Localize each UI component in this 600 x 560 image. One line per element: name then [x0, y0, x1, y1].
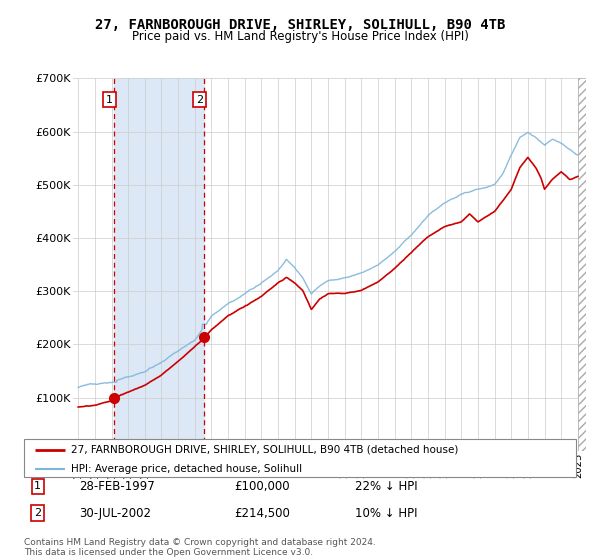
Text: 22% ↓ HPI: 22% ↓ HPI [355, 480, 418, 493]
Text: 10% ↓ HPI: 10% ↓ HPI [355, 507, 418, 520]
Text: 1: 1 [34, 481, 41, 491]
Text: 28-FEB-1997: 28-FEB-1997 [79, 480, 155, 493]
Text: 2: 2 [196, 95, 203, 105]
Text: £214,500: £214,500 [234, 507, 290, 520]
Text: 1: 1 [106, 95, 113, 105]
Text: 30-JUL-2002: 30-JUL-2002 [79, 507, 151, 520]
Text: Price paid vs. HM Land Registry's House Price Index (HPI): Price paid vs. HM Land Registry's House … [131, 30, 469, 43]
Text: £100,000: £100,000 [234, 480, 289, 493]
Text: 27, FARNBOROUGH DRIVE, SHIRLEY, SOLIHULL, B90 4TB (detached house): 27, FARNBOROUGH DRIVE, SHIRLEY, SOLIHULL… [71, 445, 458, 455]
FancyBboxPatch shape [24, 439, 576, 477]
Bar [114, 78, 205, 451]
Text: 2: 2 [34, 508, 41, 518]
Bar [578, 78, 586, 451]
Bar [578, 78, 586, 451]
Text: HPI: Average price, detached house, Solihull: HPI: Average price, detached house, Soli… [71, 464, 302, 474]
Text: Contains HM Land Registry data © Crown copyright and database right 2024.
This d: Contains HM Land Registry data © Crown c… [24, 538, 376, 557]
Text: 27, FARNBOROUGH DRIVE, SHIRLEY, SOLIHULL, B90 4TB: 27, FARNBOROUGH DRIVE, SHIRLEY, SOLIHULL… [95, 18, 505, 32]
